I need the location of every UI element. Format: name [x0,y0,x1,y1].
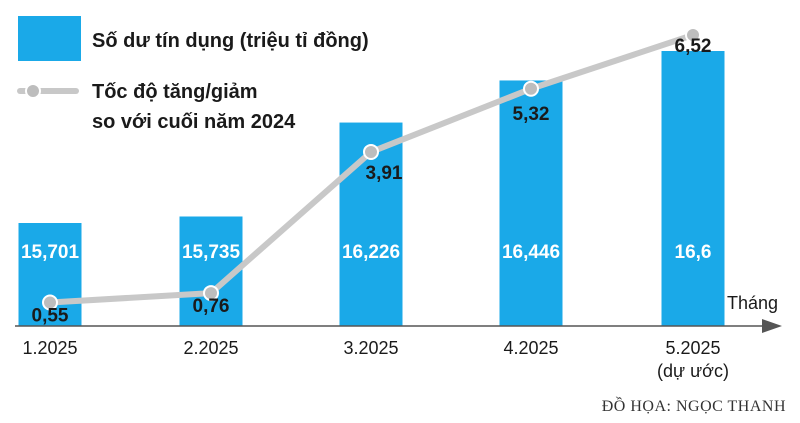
growth-point [523,80,539,97]
x-tick-note: (dự ước) [657,361,729,381]
growth-value-label: 3,91 [366,163,403,184]
bar-value-label: 15,701 [21,242,80,263]
x-axis-arrow [762,319,782,333]
bar-value-label: 16,6 [675,242,712,263]
growth-point [363,143,379,160]
x-tick-label: 4.2025 [503,338,558,358]
chart: 15,701 15,735 16,226 16,446 16,6 Tháng 1.2025 2… [15,16,782,381]
growth-value-label: 0,55 [32,306,69,327]
growth-value-label: 6,52 [675,36,712,57]
growth-point [203,285,219,302]
x-axis-title: Tháng [727,293,778,313]
x-tick-label: 1.2025 [22,338,77,358]
bar-4.2025 [499,80,563,326]
bar-value-label: 16,226 [342,242,400,263]
legend-line-label: Tốc độ tăng/giảm [92,81,258,103]
x-tick-label: 2.2025 [183,338,238,358]
growth-value-label: 0,76 [193,296,230,317]
growth-value-label: 5,32 [513,104,550,125]
legend-bar-label: Số dư tín dụng (triệu tỉ đồng) [92,30,369,52]
legend-bar-swatch [18,16,81,61]
bar-5.2025 [661,51,725,326]
x-tick-label: 3.2025 [343,338,398,358]
x-tick-label: 5.2025 [665,338,720,358]
bar-value-label: 16,446 [502,242,560,263]
growth-point [42,294,58,311]
growth-point [685,27,701,43]
legend-line-marker [25,83,41,99]
graphic-credit: ĐỒ HỌA: NGỌC THANH [601,398,786,415]
bar-value-label: 15,735 [182,242,241,263]
legend-line-label: so với cuối năm 2024 [92,111,296,133]
